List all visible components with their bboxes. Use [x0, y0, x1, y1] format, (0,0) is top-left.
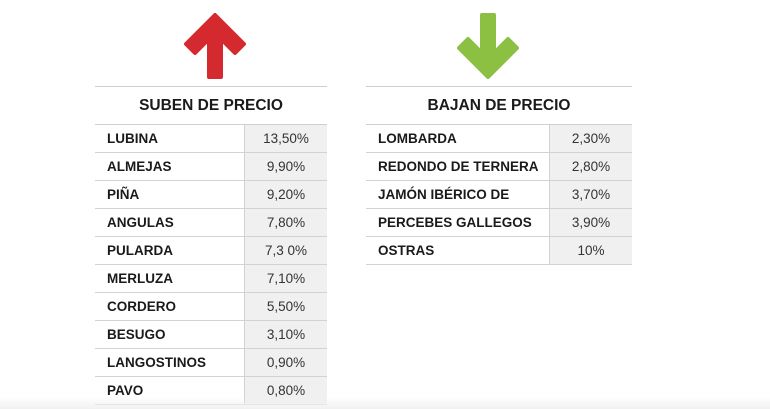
falling-prices-table: BAJAN DE PRECIO LOMBARDA 2,30% REDONDO DE …: [366, 86, 632, 265]
price-change-value: 5,50%: [244, 293, 327, 320]
product-name: OSTRAS: [378, 243, 435, 258]
falling-prices-title: BAJAN DE PRECIO: [366, 87, 632, 125]
table-row: LOMBARDA 2,30%: [366, 125, 632, 153]
falling-prices-rows: LOMBARDA 2,30% REDONDO DE TERNERA 2,80% JAMÓ…: [366, 125, 632, 265]
bottom-fade: [0, 397, 770, 409]
product-name: LANGOSTINOS: [107, 355, 207, 370]
arrow-down-icon: [457, 13, 519, 79]
product-name: REDONDO DE TERNERA: [378, 159, 539, 174]
product-name: ALMEJAS: [107, 159, 172, 174]
table-row: PULARDA 7,3 0%: [95, 237, 327, 265]
rising-prices-title: SUBEN DE PRECIO: [95, 87, 327, 125]
product-name: ANGULAS: [107, 215, 174, 230]
price-change-value: 3,90%: [549, 209, 632, 236]
price-change-value: 3,70%: [549, 181, 632, 208]
price-change-value: 7,80%: [244, 209, 327, 236]
rising-prices-table: SUBEN DE PRECIO LUBINA 13,50% ALMEJAS 9,90%…: [95, 86, 327, 405]
price-change-value: 7,10%: [244, 265, 327, 292]
table-row: PAVO 0,80%: [95, 377, 327, 405]
rising-prices-rows: LUBINA 13,50% ALMEJAS 9,90% PIÑA 9,20% ANGULAS…: [95, 125, 327, 405]
product-name: CORDERO: [107, 299, 177, 314]
product-name: PERCEBES GALLEGOS: [378, 215, 532, 230]
price-change-value: 9,20%: [244, 181, 327, 208]
table-row: REDONDO DE TERNERA 2,80%: [366, 153, 632, 181]
product-name: PIÑA: [107, 187, 140, 202]
product-name: BESUGO: [107, 327, 166, 342]
table-row: LUBINA 13,50%: [95, 125, 327, 153]
table-row: LANGOSTINOS 0,90%: [95, 349, 327, 377]
table-row: JAMÓN IBÉRICO DE 3,70%: [366, 181, 632, 209]
table-row: BESUGO 3,10%: [95, 321, 327, 349]
product-name: MERLUZA: [107, 271, 173, 286]
product-name: PAVO: [107, 383, 144, 398]
table-row: CORDERO 5,50%: [95, 293, 327, 321]
price-change-value: 3,10%: [244, 321, 327, 348]
table-row: OSTRAS 10%: [366, 237, 632, 265]
price-change-value: 13,50%: [244, 125, 327, 152]
price-change-value: 9,90%: [244, 153, 327, 180]
product-name: LUBINA: [107, 131, 158, 146]
product-name: JAMÓN IBÉRICO DE: [378, 187, 510, 202]
price-change-value: 7,3 0%: [244, 237, 327, 264]
table-row: PERCEBES GALLEGOS 3,90%: [366, 209, 632, 237]
table-row: MERLUZA 7,10%: [95, 265, 327, 293]
product-name: LOMBARDA: [378, 131, 457, 146]
table-row: PIÑA 9,20%: [95, 181, 327, 209]
price-change-value: 10%: [549, 237, 632, 264]
price-change-value: 2,80%: [549, 153, 632, 180]
arrow-up-icon: [184, 13, 246, 79]
price-change-value: 0,90%: [244, 349, 327, 376]
price-change-value: 2,30%: [549, 125, 632, 152]
table-row: ALMEJAS 9,90%: [95, 153, 327, 181]
product-name: PULARDA: [107, 243, 173, 258]
table-row: ANGULAS 7,80%: [95, 209, 327, 237]
